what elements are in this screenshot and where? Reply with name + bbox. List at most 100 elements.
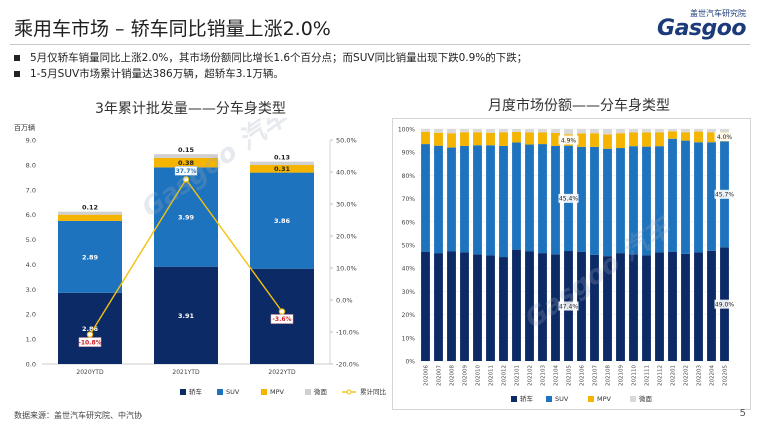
legend-label: 微面	[314, 387, 328, 396]
share-segment-微面	[499, 129, 508, 133]
share-segment-微面	[616, 129, 625, 134]
page-title: 乘用车市场 – 轿车同比销量上涨2.0%	[14, 18, 331, 40]
share-segment-轿车	[538, 253, 547, 361]
share-segment-轿车	[551, 254, 560, 361]
y-tick-label: 7.0	[26, 186, 36, 194]
share-segment-微面	[707, 129, 716, 133]
left-chart-title: 3年累计批发量——分车身类型	[95, 101, 286, 117]
share-segment-微面	[512, 129, 521, 133]
share-segment-SUV	[577, 146, 586, 252]
x-tick-label: 202102	[528, 365, 534, 386]
y-tick-label: 70%	[402, 196, 416, 203]
x-tick-label: 202108	[606, 365, 612, 386]
x-tick-label: 202008	[450, 365, 456, 386]
share-segment-微面	[655, 129, 664, 133]
bar-data-label: 0.12	[82, 204, 98, 212]
share-segment-MPV	[525, 132, 534, 145]
gasgoo-logo: 盖世汽车研究院 Gasgoo	[636, 6, 746, 48]
bar-data-label: 0.15	[178, 146, 195, 154]
share-label-box	[714, 299, 735, 309]
right-chart-title: 月度市场份额——分车身类型	[488, 98, 670, 114]
right-chart-panel: 0% 10% 20% 30% 40% 50% 60% 70% 80% 90% 100% 202006 2…	[392, 118, 751, 410]
share-segment-MPV	[551, 132, 560, 146]
y-tick-label: 0.0	[26, 361, 36, 369]
logo-wordmark: Gasgoo	[657, 16, 746, 41]
right-chart: 0% 10% 20% 30% 40% 50% 60% 70% 80% 90% 100% 202006 2…	[398, 127, 735, 403]
share-segment-微面	[629, 129, 638, 133]
share-segment-MPV	[616, 133, 625, 149]
x-tick-label: 202105	[567, 365, 573, 386]
legend-label: SUV	[226, 388, 240, 396]
legend-label: SUV	[555, 395, 569, 403]
y-tick-label: 30%	[402, 289, 416, 296]
bullet-text: 5月仅轿车销量同比上涨2.0%，其市场份额同比增长1.6个百分点；而SUV同比销…	[30, 52, 528, 64]
bar-data-label: 3.91	[178, 312, 195, 320]
share-segment-SUV	[642, 146, 651, 256]
x-tick-label: 202011	[489, 365, 495, 386]
share-segment-MPV	[512, 132, 521, 143]
share-data-label: 45.7%	[715, 192, 734, 199]
y-tick-label: 5.0	[26, 236, 36, 244]
share-segment-MPV	[538, 132, 547, 145]
yoy-point	[86, 331, 94, 338]
y-tick-label: 4.0	[26, 261, 36, 269]
x-tick-label: 202112	[658, 365, 664, 386]
share-segment-微面	[434, 129, 443, 133]
legend-line-marker	[346, 389, 352, 395]
share-segment-轿车	[668, 251, 677, 361]
x-tick-label: 202009	[463, 365, 469, 386]
x-tick-label: 202104	[554, 365, 560, 386]
share-segment-SUV	[486, 145, 495, 256]
share-segment-轿车	[681, 253, 690, 361]
share-segment-SUV	[460, 145, 469, 253]
share-segment-轿车	[616, 253, 625, 361]
share-segment-MPV	[460, 132, 469, 146]
share-data-label: 47.4%	[559, 303, 578, 310]
y-tick-label: 90%	[402, 150, 416, 157]
share-segment-轿车	[434, 253, 443, 361]
share-segment-微面	[551, 129, 560, 133]
share-segment-SUV	[473, 145, 482, 255]
share-segment-SUV	[447, 147, 456, 252]
share-segment-SUV	[512, 142, 521, 250]
y-tick-label: 50%	[402, 243, 416, 250]
y2-tick-label: -20.0%	[336, 361, 359, 369]
share-segment-微面	[421, 129, 430, 132]
share-segment-MPV	[668, 131, 677, 139]
legend-swatch	[630, 396, 636, 402]
x-tick-label: 202111	[645, 365, 651, 386]
share-segment-MPV	[590, 133, 599, 147]
share-segment-SUV	[499, 145, 508, 258]
share-segment-MPV	[447, 133, 456, 148]
share-segment-微面	[460, 129, 469, 133]
legend-label: 累计同比	[360, 387, 387, 396]
y-axis-unit: 百万辆	[14, 123, 35, 132]
share-segment-SUV	[551, 145, 560, 255]
legend-swatch	[511, 396, 517, 402]
bullet-list: 5月仅轿车销量同比上涨2.0%，其市场份额同比增长1.6个百分点；而SUV同比销…	[14, 50, 527, 82]
page-number: 5	[739, 408, 746, 419]
bullet-square-icon	[14, 55, 20, 61]
share-segment-微面	[642, 129, 651, 133]
x-tick-label: 202109	[619, 365, 625, 386]
y-tick-label: 9.0	[26, 137, 36, 145]
yoy-label: -3.6%	[272, 316, 291, 323]
left-chart: 百万辆 0.0 1.0 2.0 3.0 4.0 5.0 6.0 7.0 8.0 9.0 -20.0% -…	[14, 118, 387, 396]
bar-segment-MPV	[154, 157, 218, 168]
y-tick-label: 20%	[402, 312, 416, 319]
y-tick-label: 6.0	[26, 211, 36, 219]
share-segment-轿车	[694, 252, 703, 361]
y-tick-label: 80%	[402, 173, 416, 180]
share-segment-微面	[447, 129, 456, 134]
share-segment-轿车	[577, 251, 586, 361]
bar-segment-轿车	[154, 266, 218, 364]
share-data-label: 4.0%	[717, 134, 733, 141]
y-tick-label: 1.0	[26, 336, 36, 344]
bar-segment-微面	[154, 154, 218, 158]
y2-tick-label: 30.0%	[336, 201, 357, 209]
x-tick-label: 202203	[697, 365, 703, 386]
legend-label: MPV	[270, 388, 285, 396]
yoy-label: 37.7%	[176, 168, 197, 175]
bar-segment-SUV	[250, 172, 314, 269]
share-label-box	[558, 301, 579, 311]
